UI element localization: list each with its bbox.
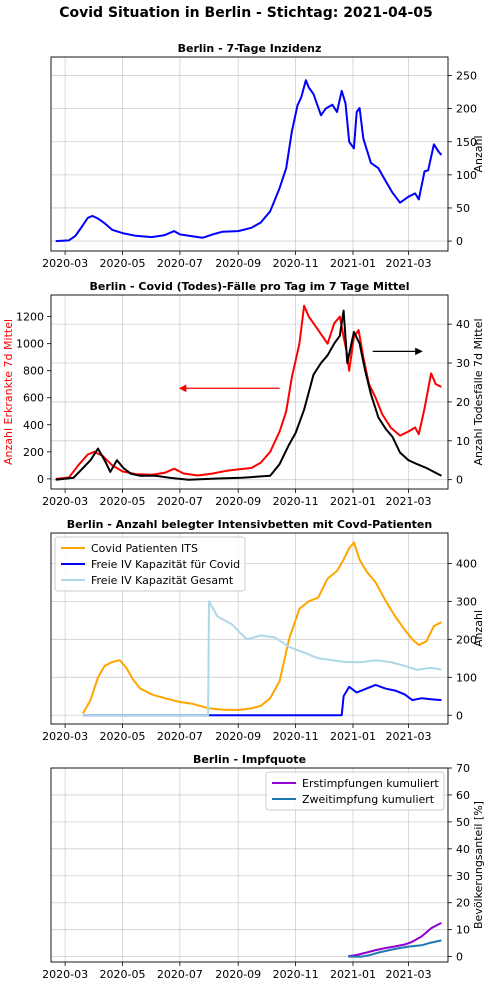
y-tick-label: 0	[456, 951, 463, 964]
y-axis-label-left: Anzahl Erkrankte 7d Mittel	[2, 319, 15, 465]
y-tick-label: 250	[456, 70, 477, 83]
legend-box	[54, 536, 246, 592]
series-line-1	[348, 922, 442, 958]
x-tick-label: 2020-07	[157, 257, 203, 270]
y-tick-label: 0	[456, 235, 463, 248]
y-tick-label: 40	[456, 318, 470, 331]
figure-title: Covid Situation in Berlin - Stichtag: 20…	[59, 5, 433, 21]
series-line-1	[82, 541, 442, 714]
y-tick-label: 100	[456, 169, 477, 182]
x-tick-label: 2020-03	[42, 257, 88, 270]
x-tick-label: 2020-09	[215, 730, 261, 743]
chart-panel-2: Berlin - Covid (Todes)-Fälle pro Tag im …	[2, 280, 485, 508]
y-tick-label: 30	[456, 357, 470, 370]
y-tick-label: 20	[456, 396, 470, 409]
chart-title: Berlin - 7-Tage Inzidenz	[178, 42, 322, 55]
x-tick-label: 2020-05	[100, 730, 146, 743]
y-tick-label: 200	[456, 633, 477, 646]
y-tick-label: 0	[456, 474, 463, 487]
y-tick-label-left: 600	[23, 392, 44, 405]
x-tick-label: 2021-03	[386, 257, 432, 270]
x-tick-label: 2020-09	[215, 968, 261, 981]
y-tick-label: 30	[456, 870, 470, 883]
legend-entry: Erstimpfungen kumuliert	[302, 777, 439, 790]
x-tick-label: 2020-07	[157, 730, 203, 743]
x-tick-label: 2021-01	[330, 968, 376, 981]
chart-title: Berlin - Impfquote	[193, 753, 306, 766]
x-tick-label: 2020-03	[42, 968, 88, 981]
y-tick-label: 50	[456, 202, 470, 215]
y-tick-label: 150	[456, 136, 477, 149]
x-tick-label: 2021-03	[386, 730, 432, 743]
x-tick-label: 2020-11	[273, 495, 319, 508]
y-tick-label: 0	[456, 709, 463, 722]
y-tick-label: 40	[456, 843, 470, 856]
x-tick-label: 2020-03	[42, 730, 88, 743]
x-tick-label: 2021-01	[330, 730, 376, 743]
y-tick-label: 10	[456, 435, 470, 448]
x-tick-label: 2021-01	[330, 495, 376, 508]
chart-panel-3: Berlin - Anzahl belegter Intensivbetten …	[42, 518, 485, 743]
x-tick-label: 2020-11	[273, 257, 319, 270]
x-tick-label: 2020-05	[100, 257, 146, 270]
legend-entry: Freie IV Kapazität Gesamt	[91, 574, 234, 587]
x-tick-label: 2021-03	[386, 495, 432, 508]
y-tick-label: 10	[456, 924, 470, 937]
x-tick-label: 2021-01	[330, 257, 376, 270]
y-tick-label: 20	[456, 897, 470, 910]
y-tick-label: 300	[456, 595, 477, 608]
x-tick-label: 2021-03	[386, 968, 432, 981]
y-tick-label-left: 0	[37, 473, 44, 486]
annotation-arrow-head	[178, 384, 187, 393]
legend: Erstimpfungen kumuliert Zweitimpfung kumu…	[265, 771, 445, 811]
x-tick-label: 2020-03	[42, 495, 88, 508]
chart-title: Berlin - Covid (Todes)-Fälle pro Tag im …	[90, 280, 410, 293]
y-tick-label: 50	[456, 816, 470, 829]
y-tick-label: 60	[456, 789, 470, 802]
y-tick-label: 200	[456, 103, 477, 116]
y-tick-label: 70	[456, 762, 470, 775]
y-tick-label-left: 1000	[16, 338, 44, 351]
series-line-1	[55, 79, 443, 243]
series-line-2	[348, 939, 442, 958]
axes-frame	[50, 294, 449, 490]
y-axis-label-right: Anzahl Todesfälle 7d Mittel	[472, 318, 485, 465]
legend-entry: Zweitimpfung kumuliert	[302, 793, 435, 806]
y-axis-label-right: Anzahl	[472, 135, 485, 172]
legend-entry: Covid Patienten ITS	[91, 542, 198, 555]
annotation-arrow-head	[415, 347, 423, 356]
y-tick-label-left: 400	[23, 419, 44, 432]
x-tick-label: 2020-11	[273, 968, 319, 981]
x-tick-label: 2020-05	[100, 968, 146, 981]
series-line-2	[83, 683, 442, 717]
y-axis-label-right: Bevölkerungsanteil [%]	[472, 801, 485, 929]
series-line-1	[55, 304, 442, 480]
series-line-2	[55, 309, 442, 481]
chart-title: Berlin - Anzahl belegter Intensivbetten …	[67, 518, 432, 531]
series-line-3	[83, 600, 442, 717]
x-tick-label: 2020-09	[215, 495, 261, 508]
chart-panel-1: Berlin - 7-Tage Inzidenz 2020-03 2020-05 20…	[42, 42, 485, 270]
x-tick-label: 2020-05	[100, 495, 146, 508]
y-tick-label: 100	[456, 671, 477, 684]
chart-panel-4: Berlin - Impfquote 2020-03 2020-05 2020-07 2…	[42, 753, 485, 981]
x-tick-label: 2020-07	[157, 495, 203, 508]
axes-frame	[50, 56, 449, 252]
y-tick-label-left: 1200	[16, 311, 44, 324]
legend: Covid Patienten ITS Freie IV Kapazität fü…	[54, 536, 246, 592]
x-tick-label: 2020-11	[273, 730, 319, 743]
y-axis-label-right: Anzahl	[472, 610, 485, 647]
legend-entry: Freie IV Kapazität für Covid	[91, 558, 240, 571]
x-tick-label: 2020-07	[157, 968, 203, 981]
y-tick-label: 400	[456, 557, 477, 570]
axes-frame	[50, 532, 449, 725]
axes-frame	[50, 767, 449, 963]
y-tick-label-left: 800	[23, 365, 44, 378]
x-tick-label: 2020-09	[215, 257, 261, 270]
y-tick-label-left: 200	[23, 446, 44, 459]
legend-box	[265, 771, 445, 811]
